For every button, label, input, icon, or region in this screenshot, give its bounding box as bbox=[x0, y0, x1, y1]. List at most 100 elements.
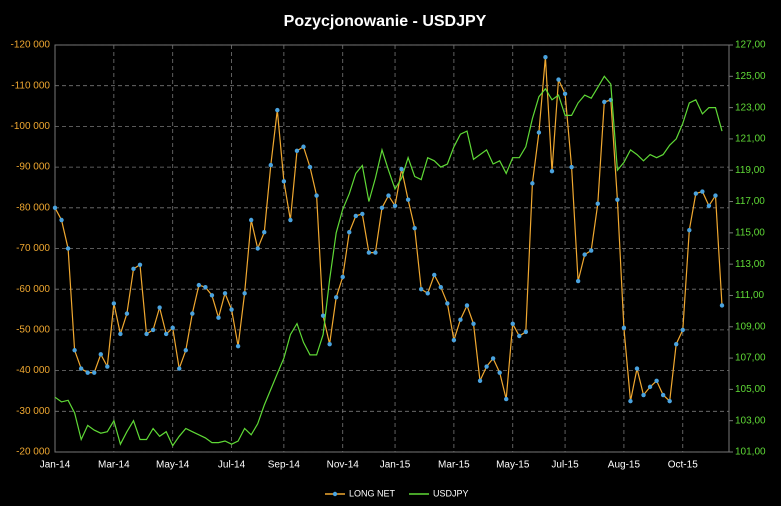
data-point bbox=[438, 284, 444, 290]
data-point bbox=[157, 305, 162, 310]
data-point bbox=[615, 197, 620, 202]
data-point bbox=[373, 250, 378, 255]
data-point bbox=[105, 364, 110, 369]
data-point bbox=[78, 366, 84, 371]
chart-title: Pozycjonowanie - USDJPY bbox=[284, 13, 487, 30]
x-tick-label: Jul-15 bbox=[551, 460, 579, 471]
data-point bbox=[517, 333, 522, 339]
x-tick-label: Mar-15 bbox=[438, 460, 470, 471]
data-point bbox=[523, 329, 529, 335]
data-point bbox=[647, 384, 653, 390]
y-tick-label: -40 000 bbox=[16, 365, 50, 376]
data-point bbox=[98, 352, 103, 357]
data-point bbox=[144, 331, 149, 337]
data-point bbox=[353, 213, 359, 219]
x-tick-label: Mar-14 bbox=[98, 460, 130, 471]
data-point bbox=[229, 307, 234, 312]
x-tick-label: May-14 bbox=[156, 460, 190, 471]
data-point bbox=[680, 327, 685, 333]
data-point bbox=[52, 205, 58, 210]
data-point bbox=[654, 378, 659, 383]
y2-tick-label: 123,00 bbox=[735, 102, 766, 113]
data-point bbox=[706, 203, 712, 208]
data-point bbox=[418, 287, 424, 292]
data-point bbox=[137, 262, 143, 267]
y-tick-label: -60 000 bbox=[16, 284, 50, 295]
data-point bbox=[405, 197, 411, 202]
data-point bbox=[445, 301, 450, 306]
y2-tick-label: 109,00 bbox=[735, 321, 766, 332]
data-point bbox=[392, 203, 398, 208]
data-point bbox=[242, 291, 247, 296]
data-point bbox=[209, 293, 215, 298]
x-tick-label: Oct-15 bbox=[668, 460, 698, 471]
data-point bbox=[660, 392, 666, 398]
y2-tick-label: 119,00 bbox=[735, 165, 765, 176]
data-point bbox=[536, 130, 542, 135]
data-point bbox=[360, 211, 365, 217]
data-point bbox=[379, 205, 385, 210]
data-point bbox=[386, 193, 391, 198]
data-point bbox=[216, 315, 221, 320]
data-point bbox=[471, 321, 476, 326]
y2-tick-label: 103,00 bbox=[735, 415, 766, 426]
data-point bbox=[602, 99, 607, 105]
data-point bbox=[582, 252, 587, 257]
data-point bbox=[477, 378, 483, 383]
data-point bbox=[203, 284, 208, 290]
data-point bbox=[425, 291, 430, 296]
x-tick-label: Nov-14 bbox=[327, 460, 360, 471]
data-point bbox=[490, 356, 496, 361]
data-point bbox=[72, 348, 77, 353]
data-point bbox=[693, 191, 699, 196]
data-point bbox=[118, 331, 123, 337]
data-point bbox=[687, 227, 692, 233]
data-point bbox=[510, 321, 515, 326]
data-point bbox=[170, 325, 175, 331]
data-point bbox=[621, 325, 627, 331]
y2-tick-label: 113,00 bbox=[735, 259, 765, 270]
data-point bbox=[255, 246, 260, 251]
y2-tick-label: 121,00 bbox=[735, 134, 766, 145]
data-point bbox=[183, 348, 188, 353]
data-point bbox=[281, 179, 287, 184]
y2-tick-label: 105,00 bbox=[735, 384, 766, 395]
data-point bbox=[248, 217, 254, 223]
data-point bbox=[484, 364, 489, 369]
data-point bbox=[530, 181, 535, 186]
data-point bbox=[556, 77, 561, 82]
data-point bbox=[92, 370, 97, 375]
y2-tick-label: 101,00 bbox=[735, 447, 766, 458]
x-tick-label: Aug-15 bbox=[608, 460, 641, 471]
data-point bbox=[301, 144, 306, 149]
data-point bbox=[294, 148, 300, 154]
y-tick-label: -50 000 bbox=[16, 325, 50, 336]
data-point bbox=[641, 392, 646, 398]
data-point bbox=[549, 168, 555, 174]
data-point bbox=[124, 311, 130, 316]
y2-tick-label: 117,00 bbox=[735, 196, 765, 207]
data-point bbox=[562, 91, 568, 97]
legend-marker bbox=[332, 491, 338, 497]
data-point bbox=[288, 217, 293, 223]
data-point bbox=[713, 193, 718, 198]
data-point bbox=[340, 274, 345, 280]
data-point bbox=[320, 313, 326, 318]
legend-label: USDJPY bbox=[433, 488, 469, 498]
data-point bbox=[222, 291, 228, 296]
data-point bbox=[575, 278, 581, 284]
data-point bbox=[569, 164, 574, 170]
data-point bbox=[333, 295, 339, 300]
y2-tick-label: 127,00 bbox=[735, 40, 766, 51]
data-point bbox=[235, 343, 241, 349]
data-point bbox=[111, 301, 117, 306]
data-point bbox=[307, 164, 313, 170]
data-point bbox=[589, 248, 594, 253]
y-tick-label: -20 000 bbox=[16, 447, 50, 458]
data-point bbox=[59, 217, 64, 223]
data-point bbox=[196, 282, 202, 288]
data-point bbox=[327, 341, 332, 347]
x-tick-label: Jan-15 bbox=[380, 460, 411, 471]
data-point bbox=[628, 398, 633, 404]
